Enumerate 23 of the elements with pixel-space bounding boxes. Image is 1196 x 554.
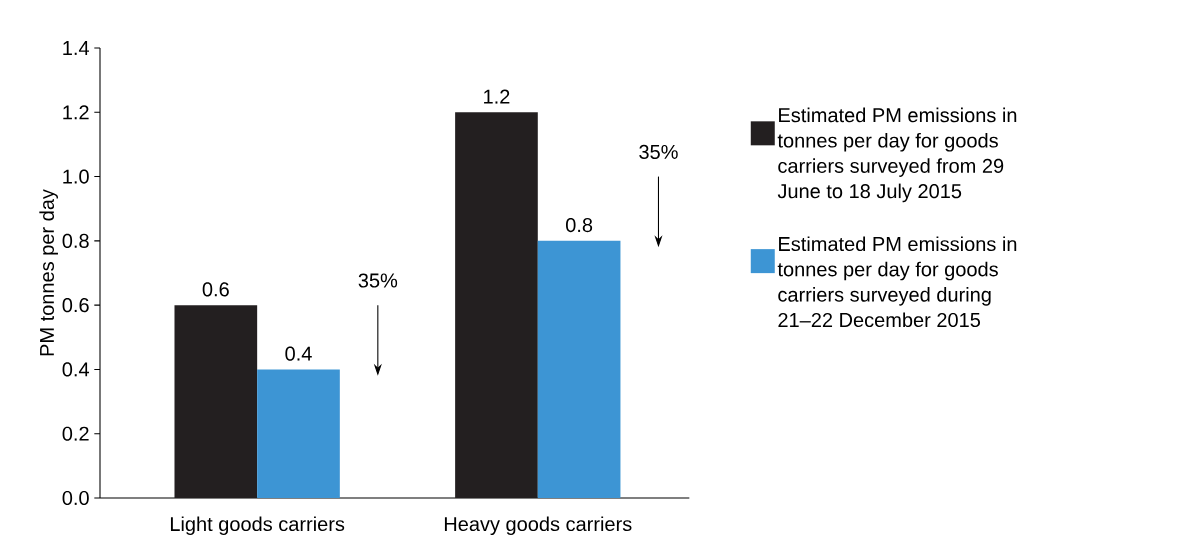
- y-tick-label: 1.2: [63, 105, 89, 120]
- y-tick-label: 0.8: [62, 233, 89, 248]
- data-label: 0.8: [566, 217, 593, 233]
- data-label: 0.6: [202, 282, 229, 297]
- legend-label: Estimated PM emissions in tonnes per day for goods carriers surveyed during 21–22 December 2015: [777, 236, 1017, 328]
- bar: [174, 305, 258, 498]
- y-tick-label: 1.4: [63, 41, 90, 55]
- annotation: 35%: [358, 273, 398, 288]
- y-tick-label: 0.4: [62, 362, 90, 377]
- y-tick-label: 0.2: [62, 426, 89, 441]
- bar: [455, 112, 538, 498]
- bar: [257, 369, 340, 498]
- y-tick-label: 0.6: [62, 298, 89, 313]
- annotation: 35%: [639, 144, 678, 159]
- bar: [537, 240, 621, 498]
- data-label: 1.2: [484, 89, 510, 104]
- legend-label: Estimated PM emissions in tonnes per day for goods carriers surveyed from 29 June to 18 July 2015: [777, 107, 1017, 203]
- x-tick-label: Heavy goods carriers: [444, 516, 632, 536]
- y-tick-label: 1.0: [63, 169, 89, 184]
- x-tick-label: Light goods carriers: [170, 516, 345, 536]
- data-label: 0.4: [285, 346, 312, 361]
- y-axis-title: PM tonnes per day: [39, 189, 58, 356]
- y-tick-label: 0.0: [62, 490, 89, 506]
